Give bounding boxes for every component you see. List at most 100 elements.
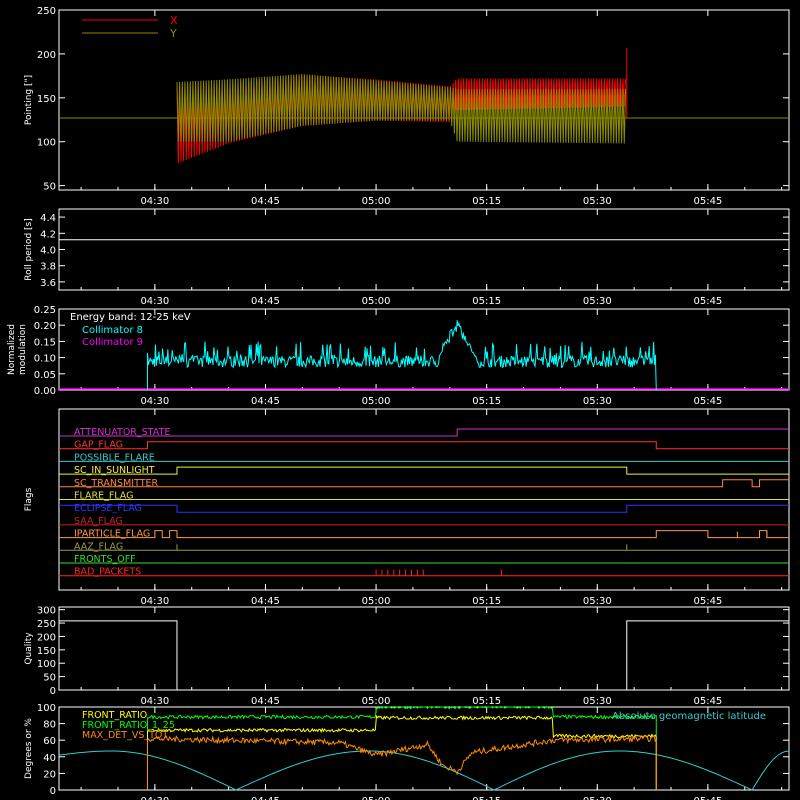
modulation-ylabel-line2: modulation [18, 324, 28, 375]
flag-line-gap-flag [59, 441, 789, 450]
latitude-curve [58, 750, 790, 791]
flag-line-eclipse-flag [59, 504, 789, 513]
quality-xtick-label: 04:45 [251, 696, 280, 707]
modulation-ytick-label: 0.20 [34, 321, 56, 332]
quality-panel: 04:30 04:45 05:00 05:15 05:30 05:45 0 50 100 150 2… [24, 606, 790, 707]
modulation-ytick-label: 0.15 [34, 337, 56, 348]
pointing-xtick-label: 05:30 [583, 196, 612, 207]
quality-ylabel: Quality [24, 632, 34, 665]
pointing-xtick-label: 04:45 [251, 196, 280, 207]
modulation-ytick-label: 0.00 [34, 386, 56, 397]
latitude-legend-front-ratio-1-25: FRONT_RATIO_1_25 [82, 720, 175, 731]
pointing-xtick-label: 05:45 [693, 196, 722, 207]
pointing-ytick-label: 150 [37, 94, 56, 105]
roll-ytick-label: 4.2 [40, 229, 56, 240]
modulation-series-collimator-8 [146, 320, 657, 391]
latitude-ytick-label: 80 [43, 720, 56, 731]
modulation-ylabel: Normalizedmodulation [7, 324, 28, 375]
flag-label-saa-flag: SAA_FLAG [74, 516, 123, 527]
flags-xtick-label: 05:30 [583, 596, 612, 607]
pointing-panel: 04:30 04:45 05:00 05:15 05:30 05:45 50 100 150 20… [24, 6, 790, 207]
modulation-frame [58, 308, 790, 391]
roll-xtick-label: 05:45 [693, 296, 722, 307]
flag-label-bad-packets: BAD_PACKETS [74, 567, 141, 578]
quality-ytick-label: 100 [37, 659, 56, 670]
quality-xtick-label: 05:00 [362, 696, 391, 707]
modulation-legend-collimator-9: Collimator 9 [82, 337, 143, 348]
latitude-ytick-label: 0 [50, 786, 56, 797]
flags-xtick-label: 05:45 [693, 596, 722, 607]
roll-xtick-label: 05:00 [362, 296, 391, 307]
flag-line-iparticle-flag [59, 530, 789, 539]
roll-xtick-label: 04:45 [251, 296, 280, 307]
flag-line-sc-transmitter [59, 479, 789, 488]
modulation-xtick-label: 05:15 [472, 396, 501, 407]
flag-label-iparticle-flag: IPARTICLE_FLAG [74, 529, 150, 540]
latitude-annotation: Absolute geomagnetic latitude [612, 711, 766, 722]
quality-ytick-label: 0 [50, 686, 56, 697]
quality-ytick-label: 150 [37, 646, 56, 657]
ratio-series-front-ratio-1-25 [146, 706, 657, 790]
quality-line [59, 620, 789, 691]
flags-xtick-label: 04:45 [251, 596, 280, 607]
panels-layer: 04:30 04:45 05:00 05:15 05:30 05:45 50 100 150 20… [7, 6, 790, 800]
flag-label-gap-flag: GAP_FLAG [74, 440, 123, 451]
latitude-ytick-label: 20 [43, 769, 56, 780]
pointing-xtick-label: 05:00 [362, 196, 391, 207]
modulation-xtick-label: 05:30 [583, 396, 612, 407]
latitude-ytick-label: 100 [37, 703, 56, 714]
flag-label-aaz-flag: AAZ_FLAG [74, 541, 123, 552]
quality-ytick-label: 50 [43, 673, 56, 684]
modulation-ytick-label: 0.10 [34, 354, 56, 365]
roll-ytick-label: 4.4 [40, 213, 56, 224]
quality-xtick-label: 04:30 [140, 696, 169, 707]
latitude-xtick-label: 05:15 [472, 796, 501, 800]
modulation-xtick-label: 05:00 [362, 396, 391, 407]
flag-label-sc-in-sunlight: SC_IN_SUNLIGHT [74, 465, 155, 476]
quality-ytick-label: 250 [37, 619, 56, 630]
flags-xtick-label: 04:30 [140, 596, 169, 607]
flag-label-fronts-off: FRONTS_OFF [74, 554, 136, 565]
quality-xtick-label: 05:45 [693, 696, 722, 707]
roll-ylabel: Roll period [s] [24, 218, 34, 280]
roll-ytick-label: 4.0 [40, 246, 56, 257]
latitude-xtick-label: 05:00 [362, 796, 391, 800]
pointing-legend-label-y: Y [169, 27, 177, 40]
roll-ytick-label: 3.8 [40, 262, 56, 273]
latitude-xtick-label: 05:45 [693, 796, 722, 800]
modulation-xtick-label: 05:45 [693, 396, 722, 407]
pointing-ytick-label: 50 [43, 182, 56, 193]
modulation-ylabel-line1: Normalized [7, 324, 17, 375]
roll-xtick-label: 05:30 [583, 296, 612, 307]
flags-panel: 04:30 04:45 05:00 05:15 05:30 05:45 Flags ATTEN… [24, 408, 790, 607]
latitude-legend-front-ratio: FRONT_RATIO [82, 710, 147, 721]
roll-xtick-label: 04:30 [140, 296, 169, 307]
latitude-xtick-label: 05:30 [583, 796, 612, 800]
pointing-xtick-label: 04:30 [140, 196, 169, 207]
flag-label-eclipse-flag: ECLIPSE_FLAG [74, 503, 142, 514]
flag-label-sc-transmitter: SC_TRANSMITTER [74, 478, 159, 489]
modulation-annotation: Energy band: 12-25 keV [70, 312, 191, 323]
modulation-xtick-label: 04:30 [140, 396, 169, 407]
latitude-ylabel: Degrees or % [24, 718, 34, 779]
modulation-panel: 04:30 04:45 05:00 05:15 05:30 05:45 0.00 0.05 0.… [7, 305, 790, 407]
pointing-ylabel: Pointing ["] [24, 75, 34, 125]
pointing-ytick-label: 250 [37, 6, 56, 17]
flag-line-sc-in-sunlight [59, 466, 789, 475]
ratio-series-max-det-vs-tot [146, 734, 657, 790]
pointing-frame [58, 9, 790, 191]
quality-ytick-label: 300 [37, 606, 56, 617]
latitude-ytick-label: 60 [43, 736, 56, 747]
ratio-series-front-ratio [146, 714, 657, 790]
flag-label-possible-flare: POSSIBLE_FLARE [74, 452, 155, 463]
latitude-legend-max-det-vs-tot: MAX_DET_VS_TOT [82, 730, 168, 741]
pointing-ytick-label: 200 [37, 50, 56, 61]
flags-xtick-label: 05:00 [362, 596, 391, 607]
latitude-panel: 04:30 04:45 05:00 05:15 05:30 05:45 0 20 40 60 80 1… [24, 703, 790, 800]
roll-xtick-label: 05:15 [472, 296, 501, 307]
modulation-xtick-label: 04:45 [251, 396, 280, 407]
latitude-ytick-label: 40 [43, 753, 56, 764]
quality-xtick-label: 05:15 [472, 696, 501, 707]
